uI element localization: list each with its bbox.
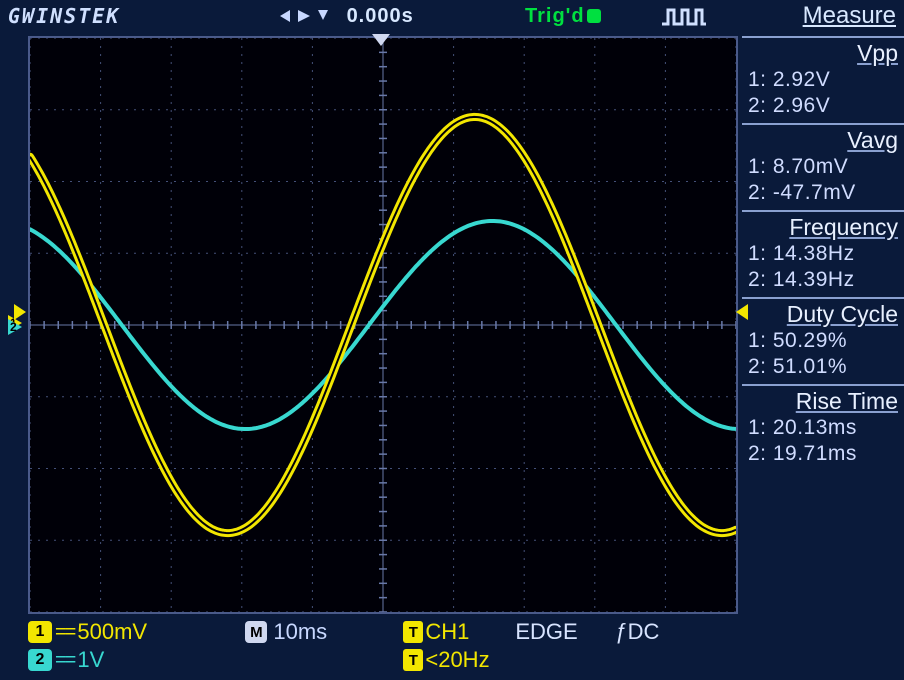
trigger-dot-icon [587, 9, 601, 23]
brand-label: GWINSTEK [8, 4, 120, 28]
measure-title: Duty Cycle [748, 301, 898, 328]
measure-block-rise-time: Rise Time1: 20.13ms2: 19.71ms [742, 384, 904, 471]
measure-header: Measure [803, 2, 896, 30]
measure-title: Rise Time [748, 388, 898, 415]
measure-ch2-value: 2: 14.39Hz [748, 267, 898, 293]
measurement-panel: Vpp1: 2.92V2: 2.96VVavg1: 8.70mV2: -47.7… [742, 36, 904, 610]
measure-ch1-value: 1: 8.70mV [748, 154, 898, 180]
trigger-edge-label: EDGE [515, 619, 615, 645]
measure-ch1-value: 1: 2.92V [748, 67, 898, 93]
waveform-display [28, 36, 738, 614]
ch2-badge: 2 [28, 649, 52, 671]
trigger-badge: T [403, 621, 423, 643]
measure-block-duty-cycle: Duty Cycle1: 50.29%2: 51.01% [742, 297, 904, 384]
top-bar: GWINSTEK 0.000s Trig'd Measure [0, 0, 904, 32]
trigger-status: Trig'd [525, 5, 601, 28]
timebase-value: 10ms [273, 619, 403, 645]
trigger-coupling-label: ƒDC [615, 619, 659, 645]
waveform-svg [30, 38, 736, 612]
measure-block-vavg: Vavg1: 8.70mV2: -47.7mV [742, 123, 904, 210]
trigger-source: CH1 [425, 619, 515, 645]
trigger-position-marker [372, 34, 390, 53]
time-value: 0.000s [347, 5, 414, 27]
ch2-coupling-icon: == [55, 649, 74, 672]
measure-block-vpp: Vpp1: 2.92V2: 2.96V [742, 36, 904, 123]
bottom-bar: 1 == 500mV M 10ms T CH1 EDGE ƒDC 2 == 1V… [0, 614, 904, 680]
acquisition-mode-icon [660, 6, 708, 34]
measure-title: Frequency [748, 214, 898, 241]
time-nav-icon [280, 7, 340, 25]
measure-title: Vavg [748, 127, 898, 154]
time-readout: 0.000s [280, 5, 414, 28]
trigger-badge-freq: T [403, 649, 423, 671]
trigger-freq-limit: <20Hz [425, 647, 489, 673]
measure-ch2-value: 2: 51.01% [748, 354, 898, 380]
ch2-scale: 1V [77, 647, 207, 673]
ch1-scale: 500mV [77, 619, 207, 645]
ch1-badge: 1 [28, 621, 52, 643]
measure-title: Vpp [748, 40, 898, 67]
measure-ch1-value: 1: 14.38Hz [748, 241, 898, 267]
measure-ch2-value: 2: 19.71ms [748, 441, 898, 467]
trigger-level-marker-left [14, 304, 28, 325]
measure-ch1-value: 1: 20.13ms [748, 415, 898, 441]
measure-ch2-value: 2: 2.96V [748, 93, 898, 119]
oscilloscope-screen: GWINSTEK 0.000s Trig'd Measure 1 2 [0, 0, 904, 680]
ch1-coupling-icon: == [55, 621, 74, 644]
measure-block-frequency: Frequency1: 14.38Hz2: 14.39Hz [742, 210, 904, 297]
measure-ch1-value: 1: 50.29% [748, 328, 898, 354]
timebase-badge: M [245, 621, 267, 643]
measure-ch2-value: 2: -47.7mV [748, 180, 898, 206]
